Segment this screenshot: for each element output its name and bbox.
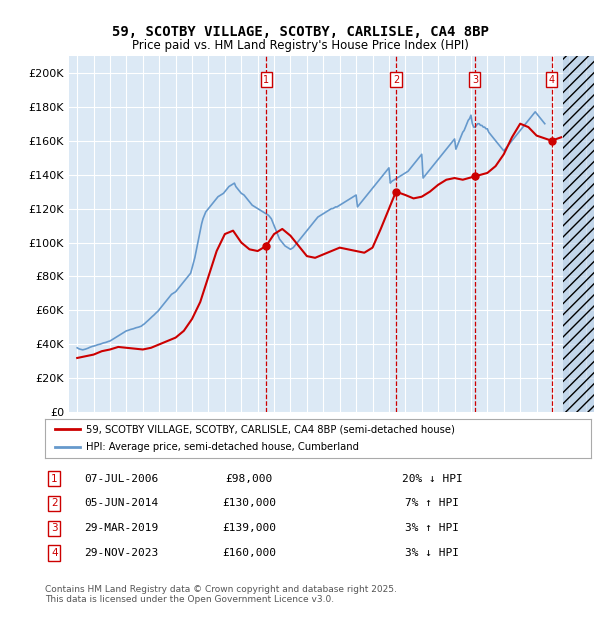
Text: £130,000: £130,000 [222,498,276,508]
Text: 4: 4 [548,74,554,84]
Text: 07-JUL-2006: 07-JUL-2006 [84,474,158,484]
Text: 2: 2 [51,498,58,508]
Text: 1: 1 [51,474,58,484]
Bar [563,56,594,412]
Text: 3% ↓ HPI: 3% ↓ HPI [405,548,459,558]
Text: 59, SCOTBY VILLAGE, SCOTBY, CARLISLE, CA4 8BP (semi-detached house): 59, SCOTBY VILLAGE, SCOTBY, CARLISLE, CA… [86,424,455,434]
Text: 29-NOV-2023: 29-NOV-2023 [84,548,158,558]
Text: £98,000: £98,000 [226,474,272,484]
Text: 2: 2 [393,74,399,84]
Text: 05-JUN-2014: 05-JUN-2014 [84,498,158,508]
Text: 1: 1 [263,74,269,84]
Text: £160,000: £160,000 [222,548,276,558]
Text: 20% ↓ HPI: 20% ↓ HPI [401,474,463,484]
Text: 29-MAR-2019: 29-MAR-2019 [84,523,158,533]
Text: 4: 4 [51,548,58,558]
Text: £139,000: £139,000 [222,523,276,533]
Text: 3% ↑ HPI: 3% ↑ HPI [405,523,459,533]
Text: 59, SCOTBY VILLAGE, SCOTBY, CARLISLE, CA4 8BP: 59, SCOTBY VILLAGE, SCOTBY, CARLISLE, CA… [112,25,488,39]
Text: Contains HM Land Registry data © Crown copyright and database right 2025.
This d: Contains HM Land Registry data © Crown c… [45,585,397,604]
Text: 3: 3 [51,523,58,533]
Text: 7% ↑ HPI: 7% ↑ HPI [405,498,459,508]
Text: Price paid vs. HM Land Registry's House Price Index (HPI): Price paid vs. HM Land Registry's House … [131,39,469,51]
Text: 3: 3 [472,74,478,84]
Text: HPI: Average price, semi-detached house, Cumberland: HPI: Average price, semi-detached house,… [86,442,359,452]
